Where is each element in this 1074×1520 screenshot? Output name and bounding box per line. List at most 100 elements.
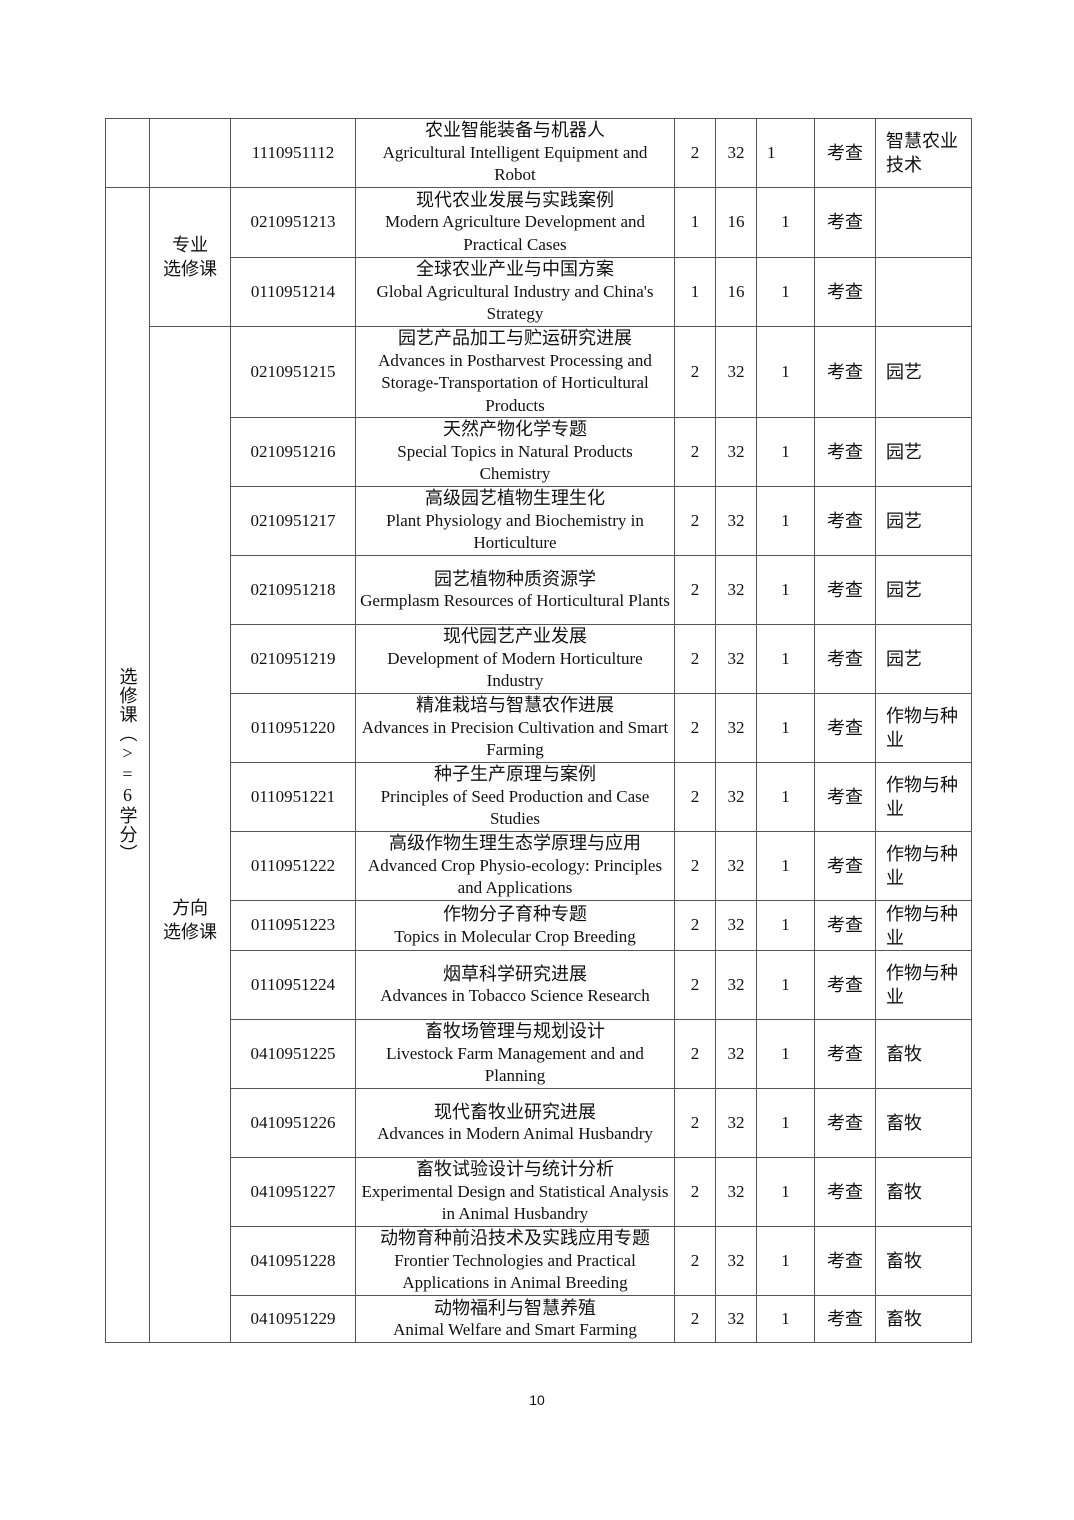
- assessment: 考查: [814, 187, 876, 258]
- group-direction-elective: 方向 选修课: [149, 326, 231, 1343]
- hours: 32: [715, 900, 757, 951]
- assessment: 考查: [814, 1295, 876, 1343]
- hours: 32: [715, 831, 757, 901]
- credits: 2: [674, 486, 716, 556]
- credits: 2: [674, 831, 716, 901]
- course-title-en: Animal Welfare and Smart Farming: [393, 1320, 637, 1339]
- course-title-en: Principles of Seed Production and Case S…: [380, 786, 650, 829]
- course-code: 0210951219: [230, 624, 356, 694]
- course-code: 0110951220: [230, 693, 356, 763]
- direction: [875, 257, 972, 327]
- course-title: 天然产物化学专题 Special Topics in Natural Produc…: [355, 417, 675, 487]
- credits: 2: [674, 950, 716, 1020]
- credits: 2: [674, 555, 716, 625]
- direction: 作物与种业: [875, 831, 972, 901]
- hours: 32: [715, 326, 757, 418]
- assessment: 考查: [814, 326, 876, 418]
- credits: 2: [674, 1295, 716, 1343]
- course-title-zh: 烟草科学研究进展: [443, 963, 587, 984]
- semester: 1: [756, 118, 815, 188]
- course-code: 0410951227: [230, 1157, 356, 1227]
- course-title-en: Advanced Crop Physio-ecology: Principles…: [367, 855, 663, 898]
- table-row: 0410951229 动物福利与智慧养殖 Animal Welfare and Sm…: [106, 1295, 972, 1343]
- course-code: 0210951216: [230, 417, 356, 487]
- course-title-en: Special Topics in Natural Products Chemi…: [397, 441, 633, 484]
- group-elective-courses: 选修课（>=6学分）: [105, 187, 150, 1343]
- direction: 畜牧: [875, 1019, 972, 1089]
- table-row: 0110951222 高级作物生理生态学原理与应用 Advanced Crop Ph…: [106, 831, 972, 901]
- assessment: 考查: [814, 900, 876, 951]
- hours: 32: [715, 762, 757, 832]
- course-title-en: Advances in Postharvest Processing and S…: [378, 350, 652, 415]
- table-row: 0410951228 动物育种前沿技术及实践应用专题 Frontier Techno…: [106, 1226, 972, 1296]
- assessment: 考查: [814, 624, 876, 694]
- table-row: 0110951223 作物分子育种专题 Topics in Molecular Cr…: [106, 900, 972, 951]
- course-title-zh: 高级作物生理生态学原理与应用: [389, 833, 641, 854]
- course-title: 全球农业产业与中国方案 Global Agricultural Industry …: [355, 257, 675, 327]
- table-row: 0210951217 高级园艺植物生理生化 Plant Physiology and…: [106, 486, 972, 556]
- assessment: 考查: [814, 693, 876, 763]
- credits: 2: [674, 1088, 716, 1158]
- page-number: 10: [529, 1392, 545, 1408]
- course-title: 畜牧试验设计与统计分析 Experimental Design and Stati…: [355, 1157, 675, 1227]
- assessment: 考查: [814, 1226, 876, 1296]
- hours: 32: [715, 693, 757, 763]
- direction: 作物与种业: [875, 950, 972, 1020]
- direction: 畜牧: [875, 1157, 972, 1227]
- table-row: 0410951227 畜牧试验设计与统计分析 Experimental Design…: [106, 1157, 972, 1227]
- course-code: 0410951225: [230, 1019, 356, 1089]
- credits: 2: [674, 693, 716, 763]
- semester: 1: [756, 326, 815, 418]
- credits: 2: [674, 1226, 716, 1296]
- semester: 1: [756, 1088, 815, 1158]
- credits: 2: [674, 417, 716, 487]
- course-title-zh: 动物福利与智慧养殖: [434, 1297, 596, 1318]
- course-code: 0110951224: [230, 950, 356, 1020]
- course-title: 现代园艺产业发展 Development of Modern Horticultu…: [355, 624, 675, 694]
- course-title: 动物福利与智慧养殖 Animal Welfare and Smart Farmin…: [355, 1295, 675, 1343]
- course-title-en: Topics in Molecular Crop Breeding: [394, 926, 636, 946]
- direction: 畜牧: [875, 1088, 972, 1158]
- course-title-en: Modern Agriculture Development and Pract…: [384, 212, 646, 254]
- course-title: 动物育种前沿技术及实践应用专题 Frontier Technologies and…: [355, 1226, 675, 1296]
- semester: 1: [756, 624, 815, 694]
- direction: [875, 187, 972, 258]
- table-row: 0410951225 畜牧场管理与规划设计 Livestock Farm Manag…: [106, 1019, 972, 1089]
- course-title: 作物分子育种专题 Topics in Molecular Crop Breedin…: [355, 900, 675, 951]
- course-title: 烟草科学研究进展 Advances in Tobacco Science Rese…: [355, 950, 675, 1020]
- course-title: 畜牧场管理与规划设计 Livestock Farm Management and …: [355, 1019, 675, 1089]
- table-row: 0210951218 园艺植物种质资源学 Germplasm Resources o…: [106, 555, 972, 625]
- semester: 1: [756, 1226, 815, 1296]
- course-title: 现代畜牧业研究进展 Advances in Modern Animal Husba…: [355, 1088, 675, 1158]
- hours: 32: [715, 1088, 757, 1158]
- semester: 1: [756, 831, 815, 901]
- course-title-zh: 畜牧场管理与规划设计: [425, 1021, 605, 1042]
- course-title: 园艺产品加工与贮运研究进展 Advances in Postharvest Pro…: [355, 326, 675, 418]
- course-code: 0210951218: [230, 555, 356, 625]
- hours: 32: [715, 1226, 757, 1296]
- credits: 2: [674, 1019, 716, 1089]
- group-elective-label: 选修课（>=6学分）: [117, 667, 138, 863]
- course-code: 1110951112: [230, 118, 356, 188]
- course-title-en: Global Agricultural Industry and China's…: [376, 281, 654, 324]
- group-major-elective: 专业 选修课: [149, 187, 231, 327]
- credits: 2: [674, 762, 716, 832]
- semester: 1: [756, 187, 815, 258]
- course-title: 高级园艺植物生理生化 Plant Physiology and Biochemis…: [355, 486, 675, 556]
- semester: 1: [756, 762, 815, 832]
- direction: 园艺: [875, 486, 972, 556]
- direction: 畜牧: [875, 1226, 972, 1296]
- semester: 1: [756, 950, 815, 1020]
- course-title-en: Advances in Modern Animal Husbandry: [377, 1124, 653, 1143]
- semester: 1: [756, 555, 815, 625]
- course-code: 0110951223: [230, 900, 356, 951]
- direction: 智慧农业技术: [875, 118, 972, 188]
- course-title-zh: 畜牧试验设计与统计分析: [416, 1159, 614, 1180]
- table-row: 0210951216 天然产物化学专题 Special Topics in Natu…: [106, 417, 972, 487]
- course-title-en: Agricultural Intelligent Equipment and R…: [382, 142, 648, 185]
- course-code: 0210951213: [230, 187, 356, 258]
- course-code: 0110951214: [230, 257, 356, 327]
- course-title-zh: 高级园艺植物生理生化: [425, 488, 605, 509]
- hours: 32: [715, 1019, 757, 1089]
- assessment: 考查: [814, 257, 876, 327]
